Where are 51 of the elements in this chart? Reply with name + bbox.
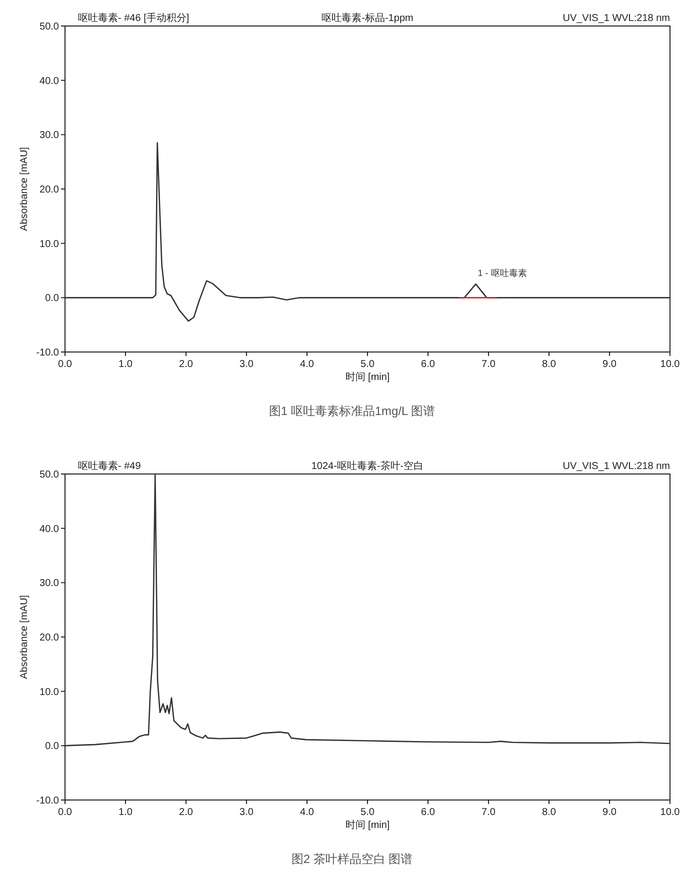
y-tick-label: -10.0 bbox=[36, 348, 60, 358]
text: 呕吐毒素- #46 [手动积分] bbox=[78, 12, 190, 24]
y-tick-label: 0.0 bbox=[45, 293, 60, 304]
x-tick-label: 4.0 bbox=[300, 807, 314, 818]
text: 呕吐毒素- #49 bbox=[78, 460, 142, 472]
y-tick-label: 40.0 bbox=[40, 524, 60, 535]
caption: 图1 呕吐毒素标准品1mg/L 图谱 bbox=[268, 404, 436, 418]
x-tick-label: 8.0 bbox=[542, 807, 556, 818]
x-tick-label: 9.0 bbox=[602, 359, 617, 370]
line-series bbox=[65, 142, 670, 322]
x-tick-label: 10.0 bbox=[660, 359, 680, 370]
x-tick-label: 5.0 bbox=[360, 807, 375, 818]
x-tick-label: 6.0 bbox=[421, 807, 436, 818]
x-tick-label: 7.0 bbox=[482, 807, 496, 818]
y-tick-label: 50.0 bbox=[40, 470, 60, 480]
y-tick-label: 50.0 bbox=[40, 22, 60, 32]
y-axis-title: Absorbance [mAU] bbox=[19, 146, 30, 231]
text: UV_VIS_1 WVL:218 nm bbox=[562, 461, 670, 472]
chart-title: 呕吐毒素-标品-1ppm bbox=[322, 12, 414, 24]
y-tick-label: 30.0 bbox=[40, 130, 60, 142]
x-axis-title: 时间 [min] bbox=[345, 819, 390, 831]
caption: 图2 茶叶样品空白 图谱 bbox=[291, 852, 413, 866]
x-tick-label: 7.0 bbox=[482, 359, 496, 370]
text: UV_VIS_1 WVL:218 nm bbox=[562, 13, 670, 24]
x-tick-label: 6.0 bbox=[421, 359, 436, 370]
x-axis-title: 时间 [min] bbox=[345, 371, 390, 383]
x-tick-label: 1.0 bbox=[118, 359, 133, 370]
y-tick-label: 10.0 bbox=[40, 238, 60, 250]
x-tick-label: 4.0 bbox=[300, 359, 314, 370]
y-axis-title: Absorbance [mAU] bbox=[19, 594, 30, 679]
line-series bbox=[65, 473, 670, 746]
y-tick-label: 10.0 bbox=[40, 686, 60, 698]
y-tick-label: -10.0 bbox=[36, 796, 60, 806]
x-tick-label: 0.0 bbox=[58, 807, 72, 818]
x-tick-label: 8.0 bbox=[542, 359, 556, 370]
x-tick-label: 0.0 bbox=[58, 359, 72, 370]
x-tick-label: 1.0 bbox=[118, 807, 133, 818]
y-tick-label: 0.0 bbox=[45, 741, 60, 752]
y-tick-label: 40.0 bbox=[40, 76, 60, 87]
y-tick-label: 20.0 bbox=[40, 184, 60, 196]
x-tick-label: 10.0 bbox=[660, 807, 680, 818]
x-tick-label: 9.0 bbox=[602, 807, 617, 818]
y-tick-label: 30.0 bbox=[40, 578, 60, 590]
x-tick-label: 2.0 bbox=[179, 807, 194, 818]
chart-title: 1024-呕吐毒素-茶叶-空白 bbox=[311, 460, 424, 472]
annotation: 1 - 呕吐毒素 bbox=[478, 268, 527, 278]
x-tick-label: 5.0 bbox=[360, 359, 375, 370]
x-tick-label: 3.0 bbox=[240, 359, 254, 370]
x-tick-label: 2.0 bbox=[179, 359, 194, 370]
y-tick-label: 20.0 bbox=[40, 632, 60, 644]
x-tick-label: 3.0 bbox=[240, 807, 254, 818]
